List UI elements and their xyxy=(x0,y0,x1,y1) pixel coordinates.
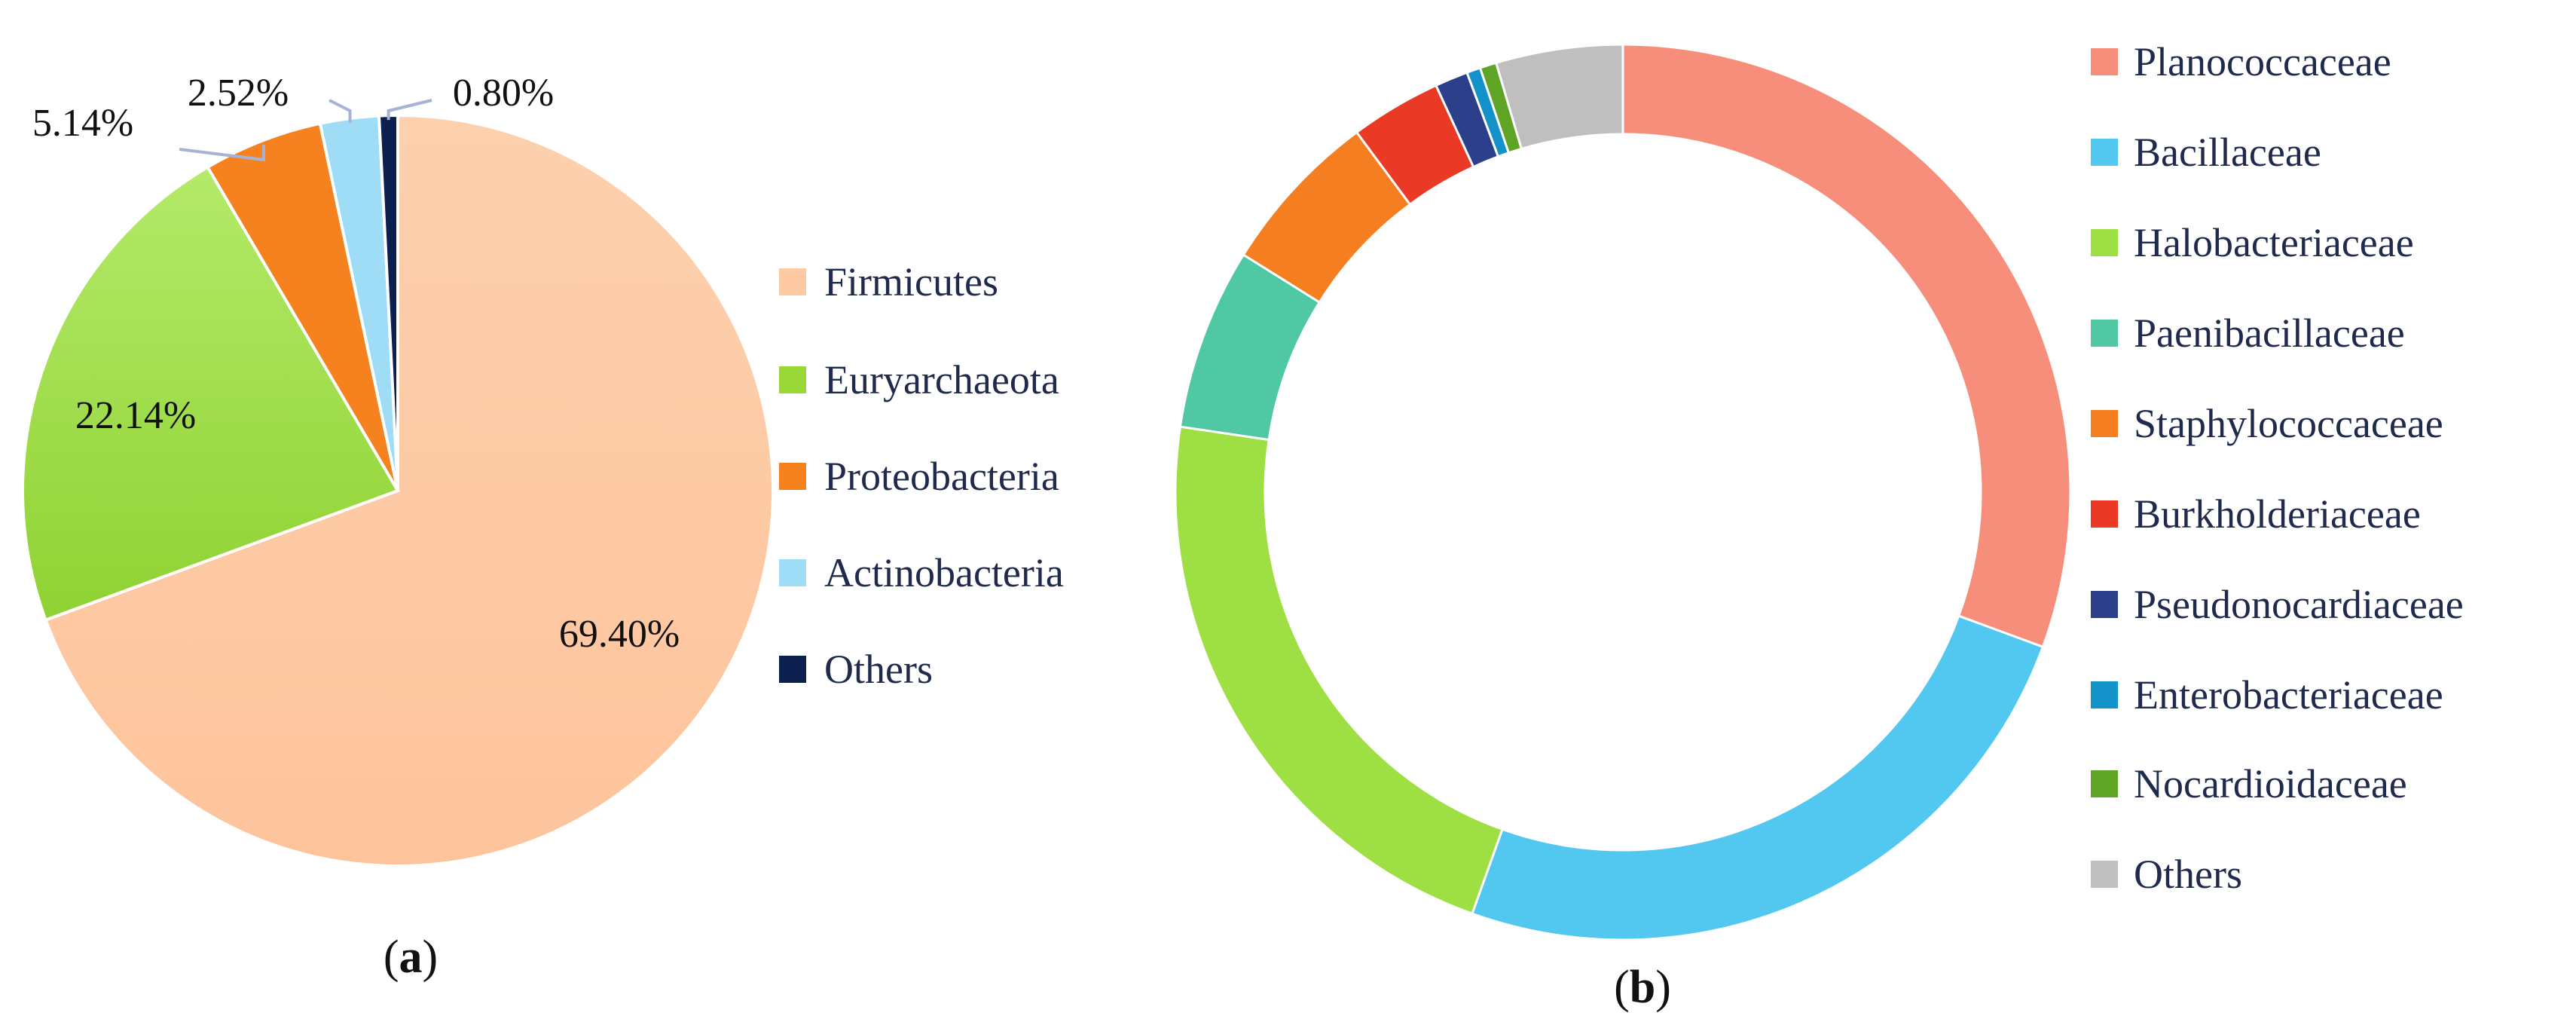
pie-a-label-others: 0.80% xyxy=(453,72,554,115)
pie-a-slices xyxy=(21,113,775,867)
pie-a-slice-firmicutes xyxy=(43,113,775,867)
legend-b-item-bacillaceae: Bacillaceae xyxy=(2091,130,2321,175)
legend-b-item-burkholderiaceae: Burkholderiaceae xyxy=(2091,491,2421,537)
legend-b-item-paenibacillaceae: Paenibacillaceae xyxy=(2091,311,2405,356)
chart-b: Planococcaceae Bacillaceae Halobacteriac… xyxy=(1174,39,2464,1013)
leader-line-others xyxy=(387,99,432,121)
legend-a-item-actinobacteria: Actinobacteria xyxy=(779,550,1064,595)
legend-b-swatch-halobacteriaceae xyxy=(2091,229,2118,256)
donut-b-slice-bacillaceae xyxy=(1471,614,2045,941)
pie-a-legend: Firmicutes Euryarchaeota Proteobacteria … xyxy=(779,259,1064,692)
pie-a-slice-euryarchaeota xyxy=(21,164,400,623)
pie-a-slice-proteobacteria xyxy=(205,121,399,492)
legend-b-label-halobacteriaceae: Halobacteriaceae xyxy=(2134,220,2414,265)
legend-b-swatch-others xyxy=(2091,861,2118,888)
legend-a-label-actinobacteria: Actinobacteria xyxy=(824,550,1064,595)
leader-line-actinobacteria xyxy=(328,99,352,124)
leader-line-proteobacteria xyxy=(179,145,266,162)
legend-a-swatch-euryarchaeota xyxy=(779,366,806,393)
legend-a-item-euryarchaeota: Euryarchaeota xyxy=(779,357,1059,402)
legend-b-item-planococcaceae: Planococcaceae xyxy=(2091,39,2391,84)
legend-b-label-pseudonocardiaceae: Pseudonocardiaceae xyxy=(2134,582,2464,627)
legend-b-label-planococcaceae: Planococcaceae xyxy=(2134,39,2391,84)
donut-b-slices xyxy=(1174,43,2072,941)
donut-b-slice-halobacteriaceae xyxy=(1174,425,1504,916)
legend-b-swatch-planococcaceae xyxy=(2091,48,2118,75)
panel-a-caption: (a) xyxy=(383,932,438,983)
legend-b-label-others: Others xyxy=(2134,852,2242,897)
legend-b-item-enterobacteriaceae: Enterobacteriaceae xyxy=(2091,672,2443,718)
donut-b-slice-planococcaceae xyxy=(1621,43,2072,649)
legend-a-item-firmicutes: Firmicutes xyxy=(779,259,998,304)
legend-b-label-burkholderiaceae: Burkholderiaceae xyxy=(2134,491,2421,537)
legend-b-swatch-burkholderiaceae xyxy=(2091,500,2118,528)
legend-b-item-staphylococcaceae: Staphylococcaceae xyxy=(2091,401,2443,446)
legend-b-item-halobacteriaceae: Halobacteriaceae xyxy=(2091,220,2414,265)
legend-b-label-enterobacteriaceae: Enterobacteriaceae xyxy=(2134,672,2443,718)
legend-b-swatch-pseudonocardiaceae xyxy=(2091,591,2118,618)
panel-b-caption: (b) xyxy=(1614,962,1671,1013)
legend-b-swatch-staphylococcaceae xyxy=(2091,410,2118,437)
pie-a-label-euryarchaeota: 22.14% xyxy=(75,394,196,437)
legend-b-item-others: Others xyxy=(2091,852,2242,897)
donut-b-legend: Planococcaceae Bacillaceae Halobacteriac… xyxy=(2091,39,2464,897)
legend-a-label-firmicutes: Firmicutes xyxy=(824,259,998,304)
legend-b-label-staphylococcaceae: Staphylococcaceae xyxy=(2134,401,2443,446)
legend-b-item-pseudonocardiaceae: Pseudonocardiaceae xyxy=(2091,582,2464,627)
legend-a-swatch-firmicutes xyxy=(779,268,806,295)
pie-a-label-actinobacteria: 2.52% xyxy=(188,72,289,115)
legend-b-label-paenibacillaceae: Paenibacillaceae xyxy=(2134,311,2405,356)
legend-b-swatch-paenibacillaceae xyxy=(2091,320,2118,347)
legend-b-swatch-enterobacteriaceae xyxy=(2091,681,2118,708)
pie-a-leader-lines xyxy=(179,99,432,162)
donut-b-slice-others xyxy=(1494,43,1624,151)
legend-a-item-proteobacteria: Proteobacteria xyxy=(779,454,1059,499)
chart-a: 69.40% 22.14% 5.14% 2.52% 0.80% Firmicut… xyxy=(21,72,1064,983)
legend-b-swatch-bacillaceae xyxy=(2091,139,2118,166)
legend-b-swatch-nocardioidaceae xyxy=(2091,770,2118,797)
legend-a-item-others: Others xyxy=(779,647,933,692)
legend-a-swatch-actinobacteria xyxy=(779,559,806,586)
legend-a-label-others: Others xyxy=(824,647,933,692)
legend-b-label-nocardioidaceae: Nocardioidaceae xyxy=(2134,761,2407,806)
legend-a-label-proteobacteria: Proteobacteria xyxy=(824,454,1059,499)
pie-a-label-firmicutes: 69.40% xyxy=(559,613,680,656)
legend-a-swatch-others xyxy=(779,656,806,683)
legend-a-swatch-proteobacteria xyxy=(779,463,806,490)
legend-a-label-euryarchaeota: Euryarchaeota xyxy=(824,357,1059,402)
pie-a-label-proteobacteria: 5.14% xyxy=(32,102,133,145)
legend-b-item-nocardioidaceae: Nocardioidaceae xyxy=(2091,761,2407,806)
legend-b-label-bacillaceae: Bacillaceae xyxy=(2134,130,2321,175)
